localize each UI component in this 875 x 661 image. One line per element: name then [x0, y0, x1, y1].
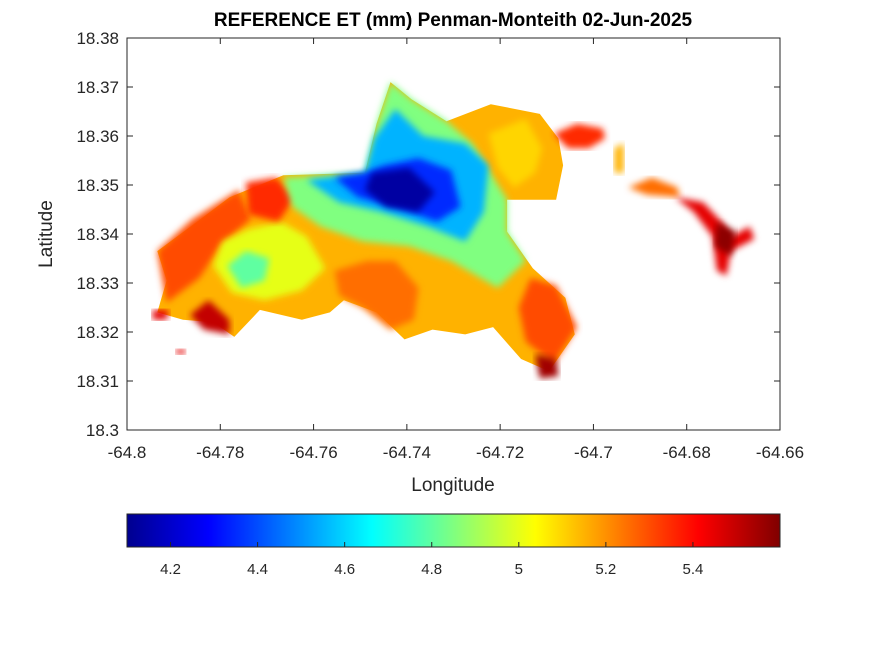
et-value-region [535, 354, 559, 379]
x-tick-label: -64.68 [663, 443, 711, 462]
et-value-region [364, 167, 435, 212]
et-value-region [488, 118, 543, 188]
y-tick-label: 18.37 [76, 78, 119, 97]
x-tick-label: -64.78 [196, 443, 244, 462]
x-tick-label: -64.7 [574, 443, 613, 462]
et-value-region [553, 123, 606, 149]
x-axis-label: Longitude [411, 475, 494, 496]
y-tick-label: 18.3 [86, 421, 119, 440]
et-value-region [227, 251, 270, 288]
et-value-region [190, 300, 230, 335]
x-tick-label: -64.76 [289, 443, 337, 462]
y-axis-label: Latitude [36, 200, 57, 268]
x-axis-ticks: -64.8 -64.78 -64.76 -64.74 -64.72 -64.7 -64.68… [108, 38, 804, 462]
et-value-region [334, 261, 419, 330]
colorbar-tick-label: 4.8 [421, 561, 442, 578]
et-value-region [152, 309, 169, 320]
et-value-region [157, 189, 251, 303]
colorbar-tick-label: 5 [515, 561, 523, 578]
colorbar-tick-label: 5.2 [595, 561, 616, 578]
colorbar-tick-label: 4.6 [334, 561, 355, 578]
colorbar-ticks: 4.2 4.4 4.6 4.8 5 5.2 5.4 [160, 542, 703, 578]
y-axis-ticks: 18.3 18.31 18.32 18.33 18.34 18.35 18.36 18.37 1… [76, 29, 780, 440]
x-tick-label: -64.74 [383, 443, 431, 462]
et-value-region [518, 278, 578, 364]
et-value-region [675, 197, 755, 276]
et-value-region [614, 143, 624, 173]
chart-title: REFERENCE ET (mm) Penman-Monteith 02-Jun… [214, 10, 693, 31]
x-tick-label: -64.66 [756, 443, 804, 462]
y-tick-label: 18.36 [76, 127, 119, 146]
et-value-region [714, 221, 736, 257]
colorbar-tick-label: 4.2 [160, 561, 181, 578]
x-tick-label: -64.8 [108, 443, 147, 462]
y-tick-label: 18.35 [76, 176, 119, 195]
colorbar-tick-label: 5.4 [683, 561, 704, 578]
y-tick-label: 18.34 [76, 225, 119, 244]
colorbar [126, 513, 781, 548]
y-tick-label: 18.31 [76, 372, 119, 391]
x-tick-label: -64.72 [476, 443, 524, 462]
y-tick-label: 18.32 [76, 323, 119, 342]
colorbar-tick-label: 4.4 [247, 561, 268, 578]
y-tick-label: 18.33 [76, 274, 119, 293]
et-value-region [245, 177, 295, 222]
y-tick-label: 18.38 [76, 29, 119, 48]
et-value-region [176, 349, 186, 355]
et-value-region [628, 177, 680, 198]
et-field-layer [152, 82, 755, 379]
